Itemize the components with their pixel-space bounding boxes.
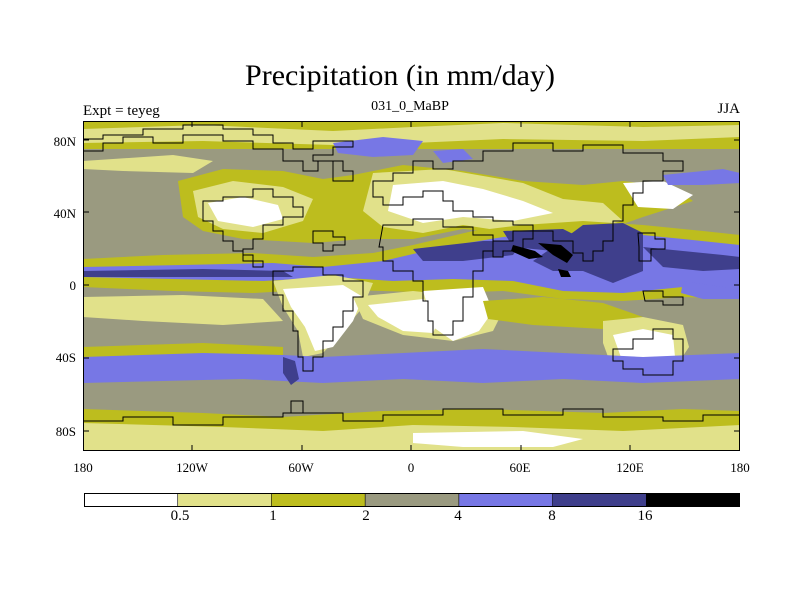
land-outline bbox=[83, 124, 740, 426]
outline-africa bbox=[378, 218, 494, 336]
colorbar-swatch-5 bbox=[552, 493, 648, 507]
extreme-bay-of-bengal bbox=[538, 243, 573, 263]
precipitation-map bbox=[83, 121, 740, 451]
colorbar bbox=[84, 493, 740, 507]
outline-arabia bbox=[492, 230, 534, 258]
colorbar-label-2: 2 bbox=[362, 508, 370, 524]
map-ticks bbox=[83, 121, 740, 451]
colorbar-label-16: 16 bbox=[637, 508, 653, 524]
colorbar-swatch-0 bbox=[84, 493, 179, 507]
dry-east-pacific bbox=[83, 295, 283, 325]
wet-north-atlantic bbox=[333, 137, 423, 157]
x-tick-0: 0 bbox=[407, 460, 415, 475]
itcz-africa-core bbox=[413, 241, 523, 261]
colorbar-swatch-1 bbox=[177, 493, 273, 507]
arid-north-america bbox=[208, 197, 283, 227]
monsoon-south-asia bbox=[533, 223, 643, 283]
wet-chile-coast bbox=[283, 357, 299, 385]
wet-south-pacific-convergence bbox=[681, 281, 740, 299]
colorbar-swatch-4 bbox=[458, 493, 554, 507]
colorbar-swatches bbox=[84, 493, 740, 507]
x-tick-60w: 60W bbox=[288, 460, 314, 475]
arid-south-atlantic bbox=[368, 299, 443, 333]
itcz-pacific-core bbox=[83, 269, 293, 277]
colorbar-label-1: 1 bbox=[269, 508, 277, 524]
extreme-indochina bbox=[558, 269, 571, 277]
outline-caribbean bbox=[312, 230, 346, 252]
x-tick-60e: 60E bbox=[509, 460, 531, 475]
colorbar-swatch-3 bbox=[364, 493, 460, 507]
arid-south-america bbox=[283, 285, 363, 351]
experiment-label: Expt = teyeg bbox=[83, 103, 160, 119]
y-tick-80n: 80N bbox=[53, 134, 76, 149]
outline-north-america-south bbox=[202, 188, 304, 268]
colorbar-swatch-6 bbox=[645, 493, 740, 507]
period-label: 031_0_MaBP bbox=[371, 99, 449, 114]
arid-southern-africa bbox=[423, 287, 493, 341]
season-label: JJA bbox=[717, 101, 740, 117]
x-tick-120e: 120E bbox=[616, 460, 644, 475]
band-antarctic-dry bbox=[83, 423, 740, 451]
colorbar-swatch-2 bbox=[271, 493, 366, 507]
wet-west-pacific bbox=[643, 247, 740, 271]
y-tick-40s: 40S bbox=[55, 350, 76, 365]
outline-australia bbox=[612, 328, 684, 376]
precipitation-field bbox=[83, 121, 740, 451]
colorbar-label-0-5: 0.5 bbox=[170, 508, 190, 524]
southern-subtropic-edge bbox=[83, 343, 283, 357]
arid-antarctica bbox=[413, 431, 583, 447]
y-tick-0: 0 bbox=[69, 278, 77, 293]
extreme-arabian-sea bbox=[511, 245, 543, 259]
wet-north-pacific bbox=[663, 169, 740, 185]
x-tick-120w: 120W bbox=[176, 460, 208, 475]
map-title: Precipitation (in mm/day) bbox=[245, 59, 555, 92]
outline-antarctic-peninsula bbox=[290, 400, 304, 414]
outline-maritime-continent bbox=[642, 290, 684, 306]
outline-eurasia bbox=[372, 142, 684, 262]
arid-east-asia bbox=[623, 181, 693, 209]
outline-north-america-arctic bbox=[83, 124, 354, 182]
colorbar-label-8: 8 bbox=[548, 508, 556, 524]
patch-alaska bbox=[83, 155, 213, 173]
southern-storm-track bbox=[83, 349, 740, 383]
x-tick-180w: 180 bbox=[73, 460, 93, 475]
outline-indochina bbox=[637, 232, 666, 262]
wet-europe bbox=[433, 149, 473, 163]
colorbar-frame bbox=[84, 493, 740, 507]
colorbar-label-4: 4 bbox=[454, 508, 462, 524]
y-tick-40n: 40N bbox=[53, 206, 76, 221]
x-tick-180e: 180 bbox=[730, 460, 750, 475]
outline-south-america bbox=[272, 266, 364, 372]
outline-antarctica bbox=[83, 408, 740, 426]
y-tick-80s: 80S bbox=[55, 424, 76, 439]
